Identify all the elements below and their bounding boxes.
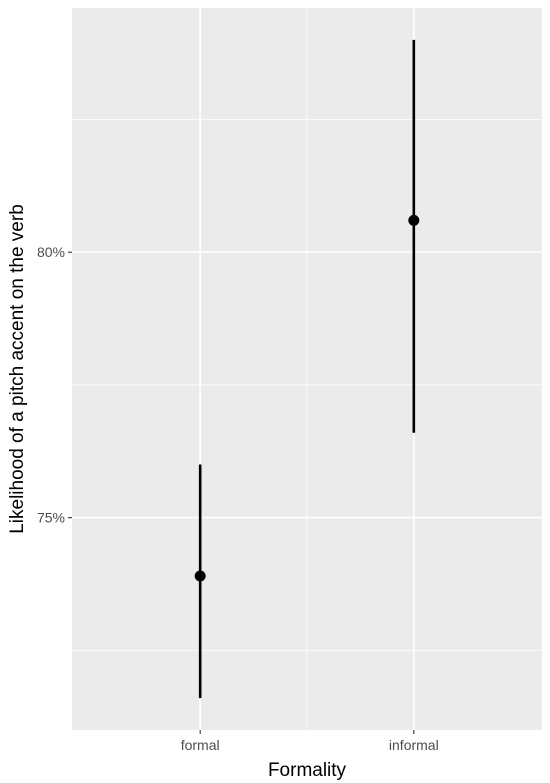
point-formal <box>194 570 206 582</box>
y-axis-title: Likelihood of a pitch accent on the verb <box>7 204 28 534</box>
y-tick-label: 75% <box>37 510 65 526</box>
y-tick-label: 80% <box>37 244 65 260</box>
x-tick-label: informal <box>389 737 439 753</box>
x-tick-label: formal <box>181 737 220 753</box>
x-axis-ticks: formal informal <box>181 730 439 753</box>
x-axis-title: Formality <box>268 760 347 781</box>
y-axis-ticks: 75% 80% <box>37 244 72 526</box>
point-ranges <box>194 39 420 699</box>
point-informal <box>408 214 420 226</box>
minor-gridlines <box>72 8 542 730</box>
